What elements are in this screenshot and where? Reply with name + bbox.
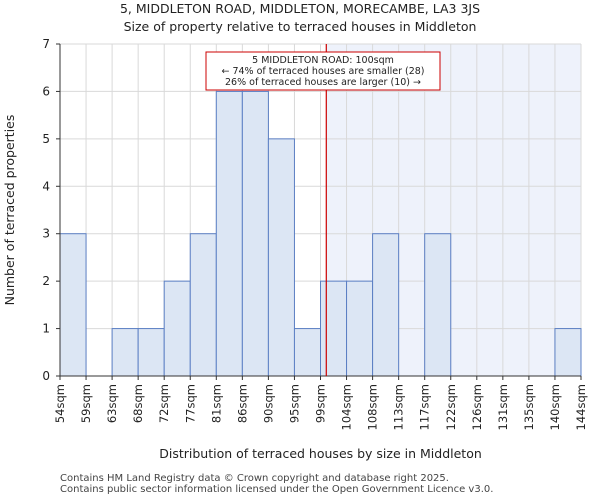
y-tick-label: 7 — [42, 37, 50, 51]
bar-68sqm — [137, 328, 165, 377]
x-tick-label: 68sqm — [131, 384, 145, 423]
y-tick-label: 3 — [42, 227, 50, 241]
annotation-box — [205, 51, 441, 91]
y-tick-label: 4 — [42, 179, 50, 193]
y-axis-title: Number of terraced properties — [2, 115, 17, 306]
annotation-line-3: 26% of terraced houses are larger (10) → — [225, 77, 421, 88]
x-tick-label: 144sqm — [574, 384, 588, 430]
annotation-line-2: ← 74% of terraced houses are smaller (28… — [221, 66, 424, 77]
x-tick-label: 63sqm — [105, 384, 119, 423]
bar-140sqm — [554, 328, 582, 377]
bar-81sqm — [215, 90, 243, 377]
x-tick-label: 104sqm — [340, 384, 354, 430]
chart-title-address: 5, MIDDLETON ROAD, MIDDLETON, MORECAMBE,… — [119, 1, 481, 16]
bar-117sqm — [424, 233, 452, 377]
bar-99sqm — [320, 280, 348, 377]
x-tick-label: 90sqm — [261, 384, 275, 423]
bar-95sqm — [293, 328, 322, 377]
y-tick-label: 2 — [42, 274, 50, 288]
x-tick-label: 54sqm — [53, 384, 67, 423]
bar-72sqm — [163, 280, 191, 377]
x-tick-label: 77sqm — [183, 384, 197, 423]
y-tick-label: 5 — [42, 132, 50, 146]
x-tick-label: 126sqm — [470, 384, 484, 430]
x-tick-label: 108sqm — [366, 384, 380, 430]
bar-77sqm — [189, 233, 217, 377]
bar-104sqm — [346, 280, 374, 377]
x-axis-title: Distribution of terraced houses by size … — [159, 446, 482, 461]
x-tick-label: 86sqm — [235, 384, 249, 423]
bar-63sqm — [111, 328, 139, 377]
footer-licence: Contains public sector information licen… — [60, 484, 494, 495]
x-tick-label: 122sqm — [444, 384, 458, 430]
x-tick-label: 99sqm — [314, 384, 328, 423]
x-tick-label: 131sqm — [496, 384, 510, 430]
x-tick-label: 72sqm — [157, 384, 171, 423]
x-tick-label: 81sqm — [209, 384, 223, 423]
bar-90sqm — [267, 138, 295, 377]
bar-86sqm — [241, 90, 269, 377]
bar-54sqm — [59, 233, 87, 377]
y-tick-label: 0 — [42, 369, 50, 383]
x-tick-label: 135sqm — [522, 384, 536, 430]
x-tick-label: 117sqm — [418, 384, 432, 430]
bar-108sqm — [372, 233, 400, 377]
footer-copyright: Contains HM Land Registry data © Crown c… — [60, 473, 449, 484]
x-tick-label: 95sqm — [287, 384, 301, 423]
chart-title: Size of property relative to terraced ho… — [123, 19, 477, 34]
x-tick-label: 140sqm — [548, 384, 562, 430]
x-tick-label: 59sqm — [79, 384, 93, 423]
y-tick-label: 1 — [42, 322, 50, 336]
y-tick-label: 6 — [42, 84, 50, 98]
x-tick-label: 113sqm — [392, 384, 406, 430]
annotation-line-1: 5 MIDDLETON ROAD: 100sqm — [252, 55, 394, 66]
